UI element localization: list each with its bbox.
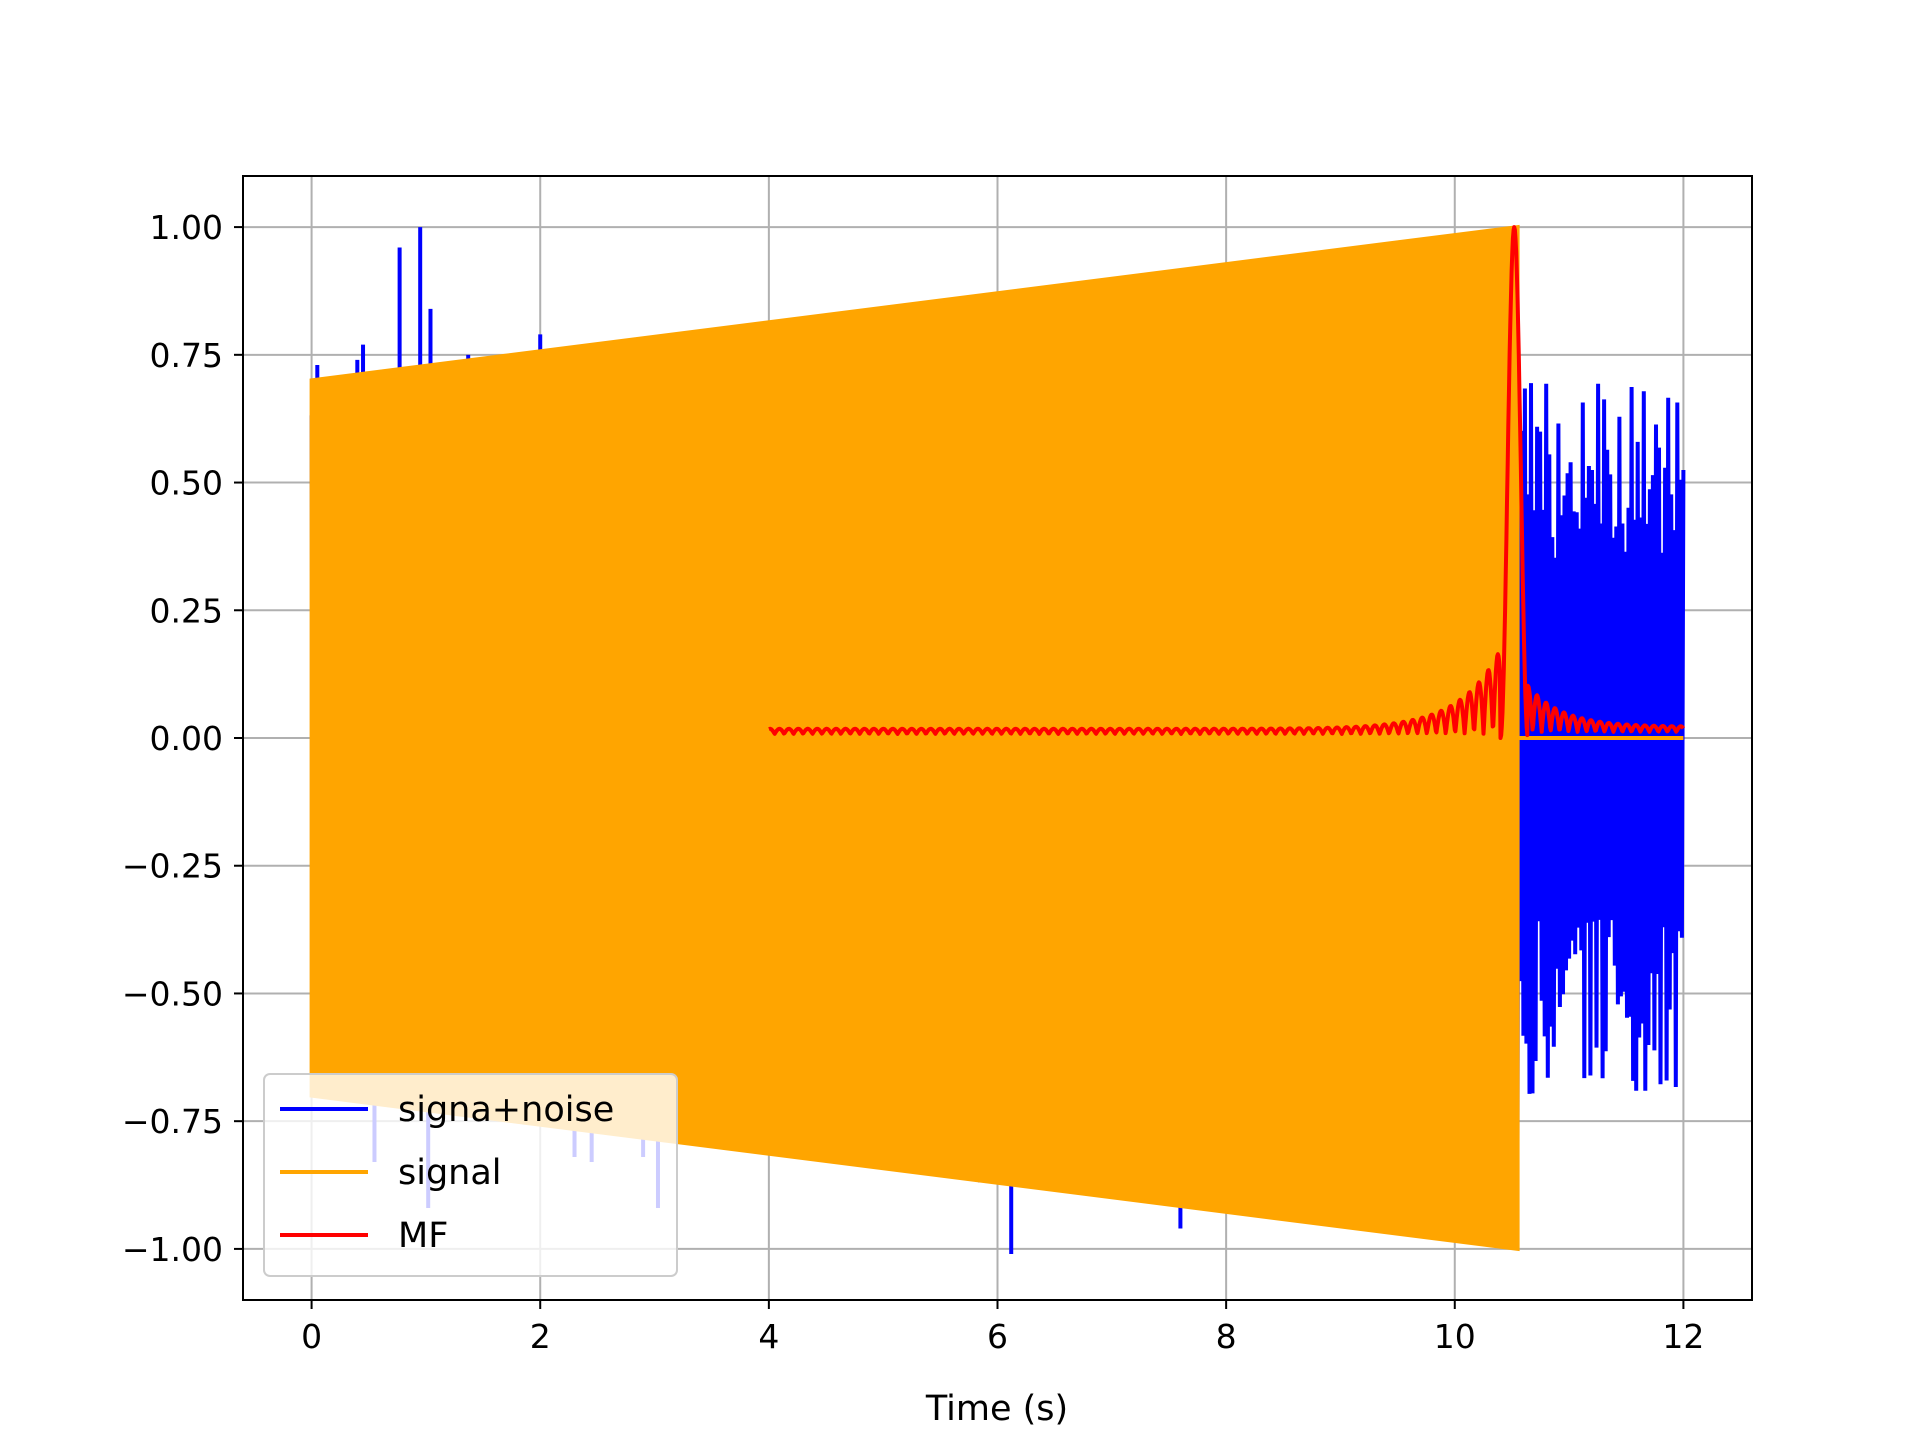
x-tick-label: 10 xyxy=(1434,1317,1476,1356)
x-tick-label: 4 xyxy=(758,1317,779,1356)
x-tick-label: 2 xyxy=(530,1317,551,1356)
series-line-mf xyxy=(767,225,1686,740)
x-tick-label: 6 xyxy=(987,1317,1008,1356)
legend-label-signal: signal xyxy=(398,1153,502,1193)
x-axis-label: Time (s) xyxy=(925,1389,1068,1429)
y-tick-label: 0.00 xyxy=(150,719,223,758)
legend-box xyxy=(263,1073,678,1277)
legend-label-mf: MF xyxy=(398,1216,448,1256)
legend-label-signal-noise: signa+noise xyxy=(398,1090,614,1130)
y-tick-label: 0.50 xyxy=(150,464,223,503)
y-tick-label: −0.25 xyxy=(122,847,223,886)
y-tick-label: −0.75 xyxy=(122,1102,223,1141)
y-tick-label: 0.25 xyxy=(150,591,223,630)
y-axis: 1.00 0.75 0.50 0.25 0.00 −0.25 −0.50 −0.75 −1.00 xyxy=(122,208,243,1269)
x-axis: 0 2 4 6 8 10 12 xyxy=(301,1300,1704,1356)
legend: signa+noise signal MF xyxy=(263,1073,678,1277)
y-tick-label: 1.00 xyxy=(150,208,223,247)
y-tick-label: 0.75 xyxy=(150,336,223,375)
x-tick-label: 8 xyxy=(1216,1317,1237,1356)
y-tick-label: −1.00 xyxy=(122,1230,223,1269)
y-tick-label: −0.50 xyxy=(122,974,223,1013)
x-tick-label: 0 xyxy=(301,1317,322,1356)
x-tick-label: 12 xyxy=(1662,1317,1704,1356)
series-fill-signal xyxy=(309,224,1520,1252)
